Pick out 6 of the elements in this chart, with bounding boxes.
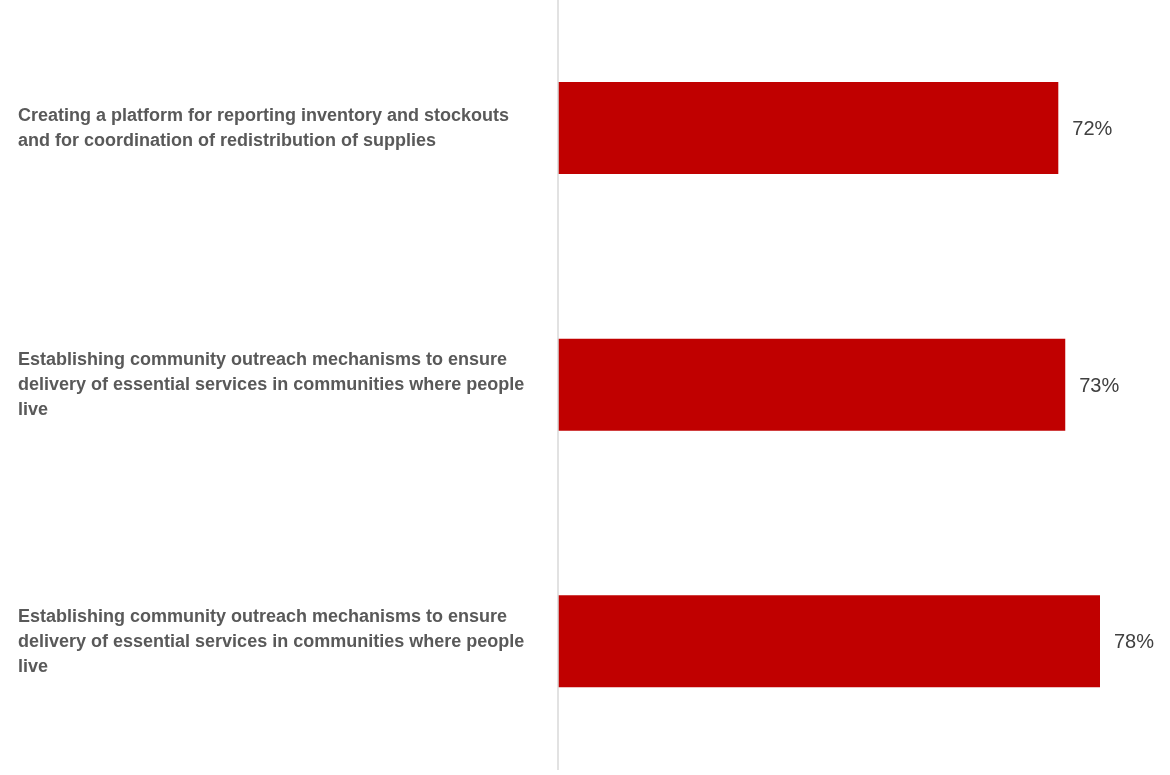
y-tick-label: Creating a platform for reporting inventory and stockouts and for coordination of redistribution of supplies bbox=[18, 104, 510, 150]
data-label: 73% bbox=[1079, 373, 1120, 396]
y-tick-label: Establishing community outreach mechanisms to ensure delivery of essential services in communities where people live bbox=[18, 605, 525, 676]
data-label: 72% bbox=[1072, 117, 1113, 140]
y-tick-label: Establishing community outreach mechanisms to ensure delivery of essential services in communities where people live bbox=[18, 348, 525, 419]
data-label: 78% bbox=[1114, 630, 1155, 653]
